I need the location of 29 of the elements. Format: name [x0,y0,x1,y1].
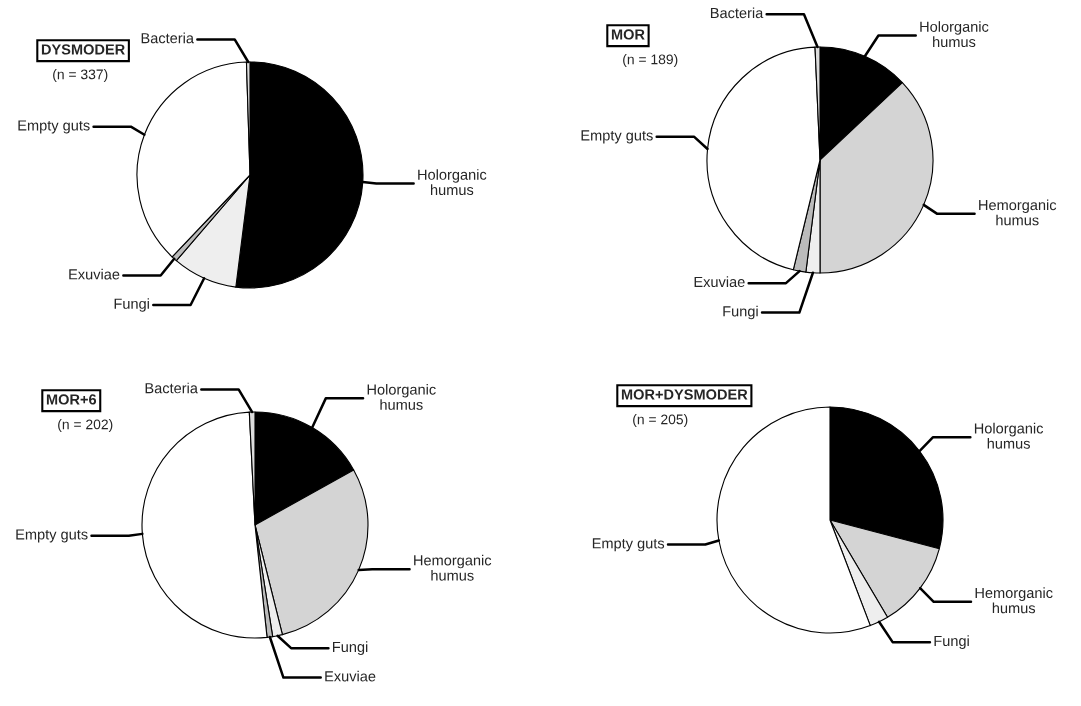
slice-label: Fungi [114,298,149,312]
slice-label: Holorganic humus [920,21,989,48]
slice-label: Hemorganic humus [414,554,492,581]
text: (n = 202) [58,419,113,433]
slice-label: Exuviae [69,268,120,280]
slice-label: Empty guts [581,130,653,144]
slice-label: Empty guts [16,529,88,543]
text: (n = 189) [623,54,678,68]
text: MOR [611,29,645,40]
slice-label: Fungi [934,635,969,649]
slice-label: Exuviae [694,276,745,288]
slice-label: Hemorganic humus [975,587,1053,614]
text: (n = 337) [53,69,108,83]
slice-label: Holorganic humus [367,383,436,410]
slice-label: Fungi [333,641,368,655]
slice-label: Bacteria [145,382,198,394]
slice-label: Empty guts [18,120,90,134]
slice-label: Bacteria [141,32,194,44]
slice-label: Empty guts [592,538,665,552]
chart-title: MOR+DYSMODER [621,389,748,400]
text: MOR+6 [46,394,97,405]
slice-label: Exuviae [325,670,376,682]
slice-label: Fungi [723,305,758,320]
text: DYSMODER [41,44,125,55]
text: (n = 205) [633,414,688,428]
slice-label: Hemorganic humus [979,199,1057,226]
slice-label: Holorganic humus [418,169,487,196]
slice-label: Bacteria [710,7,764,19]
slice-label: Holorganic humus [974,422,1044,449]
